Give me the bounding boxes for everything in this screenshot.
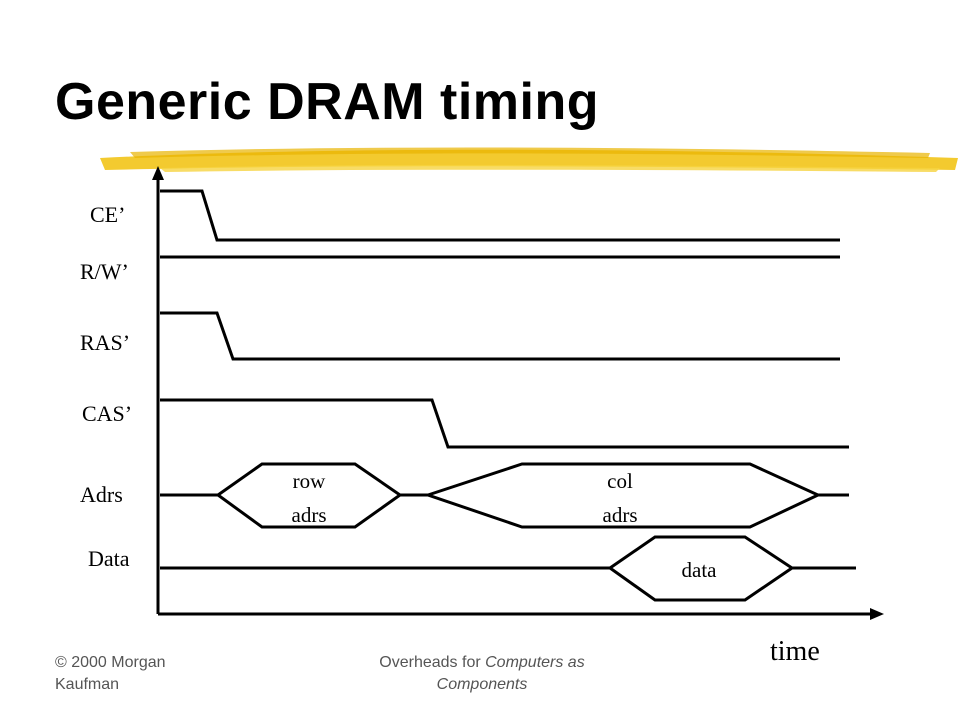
footer-course-italic2: Components <box>436 676 528 693</box>
row-adrs-label-line2: adrs <box>292 503 327 527</box>
col-adrs-box <box>423 462 822 529</box>
title-highlight-stroke <box>100 147 958 172</box>
footer-course-prefix: Overheads for <box>379 654 486 671</box>
y-axis-arrow <box>152 166 164 180</box>
signal-label-rw: R/W’ <box>80 259 129 284</box>
data-box <box>607 535 795 602</box>
page-title: Generic DRAM timing <box>55 73 599 131</box>
col-adrs-label-line2: adrs <box>603 503 638 527</box>
ras-waveform <box>160 311 840 361</box>
signal-label-adrs: Adrs <box>80 482 123 507</box>
footer-copyright-line2: Kaufman <box>55 676 120 693</box>
footer-course-title: Overheads for Computers as Components <box>352 652 612 696</box>
cas-waveform <box>160 398 849 449</box>
footer-course-italic1: Computers as <box>485 654 585 671</box>
row-adrs-label-line1: row <box>293 469 326 493</box>
axes <box>152 166 884 620</box>
col-adrs-label-line1: col <box>607 469 633 493</box>
ce-waveform <box>160 189 840 242</box>
signal-label-cas: CAS’ <box>82 401 132 426</box>
signal-label-ras: RAS’ <box>80 330 130 355</box>
signal-label-data: Data <box>88 546 130 571</box>
signal-label-ce: CE’ <box>90 202 125 227</box>
time-axis-label: time <box>770 636 820 667</box>
footer-copyright-line1: © 2000 Morgan <box>55 654 166 671</box>
x-axis-arrow <box>870 608 884 620</box>
data-box-label: data <box>682 558 718 582</box>
footer-copyright: © 2000 Morgan Kaufman <box>55 652 166 696</box>
row-adrs-box <box>215 462 403 529</box>
